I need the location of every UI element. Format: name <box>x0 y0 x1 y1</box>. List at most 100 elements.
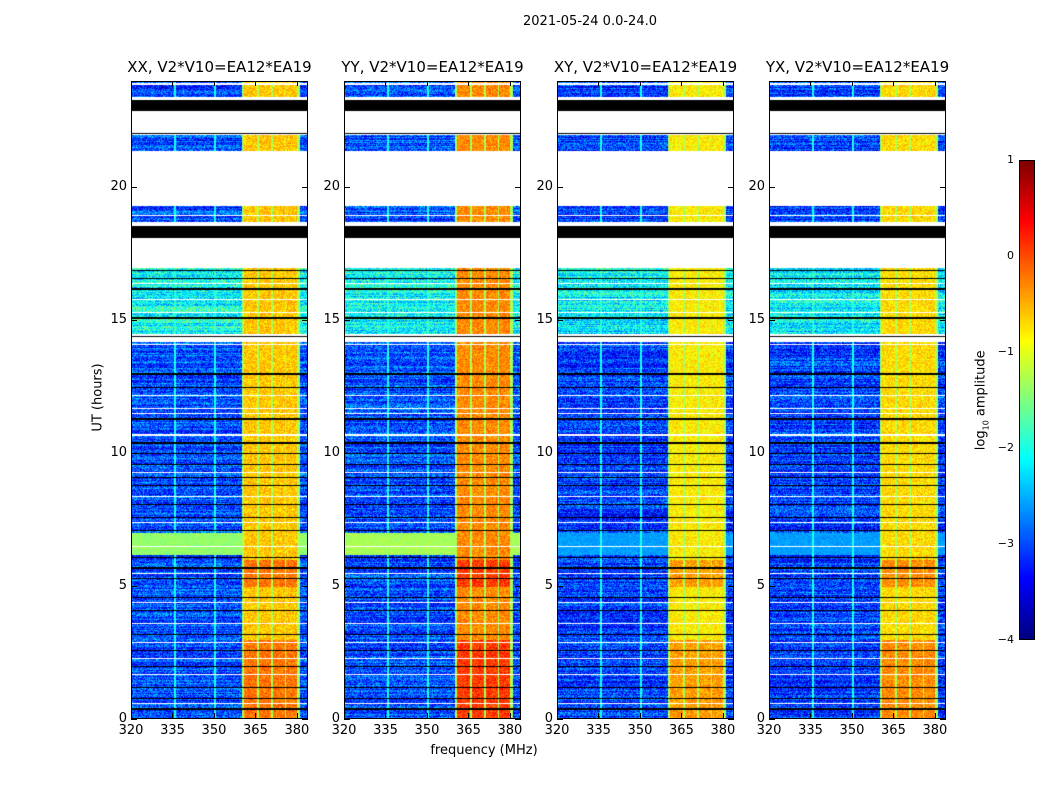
x-tick-label: 365 <box>669 723 694 738</box>
y-tick-mark <box>940 320 946 322</box>
x-tick-mark <box>509 713 511 718</box>
y-tick-mark <box>728 187 734 189</box>
y-tick-label: 15 <box>323 312 340 328</box>
y-tick-mark <box>515 320 521 322</box>
y-tick-label: 5 <box>544 578 553 594</box>
x-tick-mark <box>468 81 470 86</box>
y-tick-mark <box>769 719 775 720</box>
x-tick-label: 380 <box>710 723 736 738</box>
y-tick-mark <box>302 453 308 455</box>
x-tick-mark <box>769 713 770 718</box>
x-tick-label: 320 <box>118 723 144 738</box>
colorbar-tick-label: −3 <box>997 537 1014 550</box>
x-tick-label: 350 <box>414 723 440 738</box>
y-tick-label: 0 <box>118 711 127 726</box>
y-tick-mark <box>344 453 350 455</box>
y-tick-mark <box>131 187 137 189</box>
y-tick-mark <box>769 586 775 588</box>
panel-title: XY, V2*V10=EA12*EA19 <box>553 58 738 76</box>
x-tick-mark <box>810 81 812 86</box>
panel-title: YX, V2*V10=EA12*EA19 <box>765 58 950 76</box>
y-tick-label: 0 <box>331 711 340 726</box>
x-tick-label: 350 <box>627 723 653 738</box>
x-tick-label: 320 <box>331 723 357 738</box>
y-tick-mark <box>557 453 563 455</box>
y-axis-label: UT (hours) <box>90 363 106 432</box>
y-tick-label: 0 <box>544 711 553 726</box>
y-tick-mark <box>769 187 775 189</box>
y-tick-mark <box>940 453 946 455</box>
heatmap-cells <box>770 82 945 718</box>
x-tick-mark <box>639 713 641 718</box>
colorbar-label-log: log <box>973 430 989 451</box>
panel-title: YY, V2*V10=EA12*EA19 <box>341 58 524 76</box>
x-tick-mark <box>213 81 215 86</box>
heatmap-panel-3 <box>769 81 946 719</box>
x-tick-mark <box>893 81 895 86</box>
y-tick-mark <box>131 320 137 322</box>
y-tick-mark <box>515 586 521 588</box>
x-tick-label: 350 <box>201 723 227 738</box>
y-tick-label: 10 <box>536 445 553 461</box>
y-tick-mark <box>131 719 137 720</box>
figure-title: 2021-05-24 0.0-24.0 <box>523 14 657 29</box>
x-tick-label: 350 <box>839 723 865 738</box>
y-tick-mark <box>131 453 137 455</box>
x-tick-mark <box>509 81 511 86</box>
x-tick-label: 365 <box>243 723 268 738</box>
y-tick-mark <box>302 320 308 322</box>
x-tick-mark <box>681 81 683 86</box>
y-tick-mark <box>344 187 350 189</box>
heatmap-panel-2 <box>557 81 734 719</box>
y-tick-mark <box>557 320 563 322</box>
x-tick-mark <box>639 81 641 86</box>
y-tick-label: 15 <box>536 312 553 328</box>
y-tick-mark <box>728 719 734 720</box>
x-tick-mark <box>934 713 936 718</box>
x-tick-mark <box>385 81 387 86</box>
y-tick-mark <box>344 320 350 322</box>
y-tick-label: 10 <box>323 445 340 461</box>
heatmap-panel-1 <box>344 81 521 719</box>
y-tick-mark <box>515 453 521 455</box>
colorbar-tick-label: 0 <box>1007 249 1014 262</box>
y-tick-mark <box>344 586 350 588</box>
y-tick-mark <box>515 187 521 189</box>
y-tick-label: 20 <box>323 179 340 195</box>
heatmap-cells <box>558 82 733 718</box>
x-tick-mark <box>851 713 853 718</box>
y-tick-mark <box>131 586 137 588</box>
x-tick-label: 380 <box>284 723 310 738</box>
x-tick-mark <box>557 81 558 86</box>
heatmap-panel-0 <box>131 81 308 719</box>
y-tick-label: 15 <box>110 312 127 328</box>
y-tick-label: 0 <box>756 711 765 726</box>
colorbar-tick-label: −4 <box>997 633 1014 646</box>
x-tick-label: 380 <box>497 723 523 738</box>
y-tick-mark <box>302 187 308 189</box>
x-tick-mark <box>810 713 812 718</box>
y-tick-label: 5 <box>756 578 765 594</box>
x-tick-mark <box>255 81 257 86</box>
x-tick-mark <box>296 713 298 718</box>
x-tick-label: 335 <box>798 723 823 738</box>
y-tick-mark <box>940 586 946 588</box>
x-tick-mark <box>344 713 345 718</box>
y-tick-label: 20 <box>536 179 553 195</box>
y-tick-mark <box>728 586 734 588</box>
colorbar-tick-label: 1 <box>1007 153 1014 166</box>
y-tick-label: 20 <box>110 179 127 195</box>
x-tick-label: 335 <box>586 723 611 738</box>
y-tick-label: 10 <box>110 445 127 461</box>
x-tick-mark <box>557 713 558 718</box>
x-tick-mark <box>934 81 936 86</box>
colorbar-label-sub: 10 <box>981 420 991 431</box>
y-tick-label: 15 <box>748 312 765 328</box>
x-axis-label: frequency (MHz) <box>430 743 538 758</box>
y-tick-label: 5 <box>331 578 340 594</box>
y-tick-label: 10 <box>748 445 765 461</box>
x-tick-mark <box>598 713 600 718</box>
x-tick-mark <box>598 81 600 86</box>
x-tick-mark <box>468 713 470 718</box>
